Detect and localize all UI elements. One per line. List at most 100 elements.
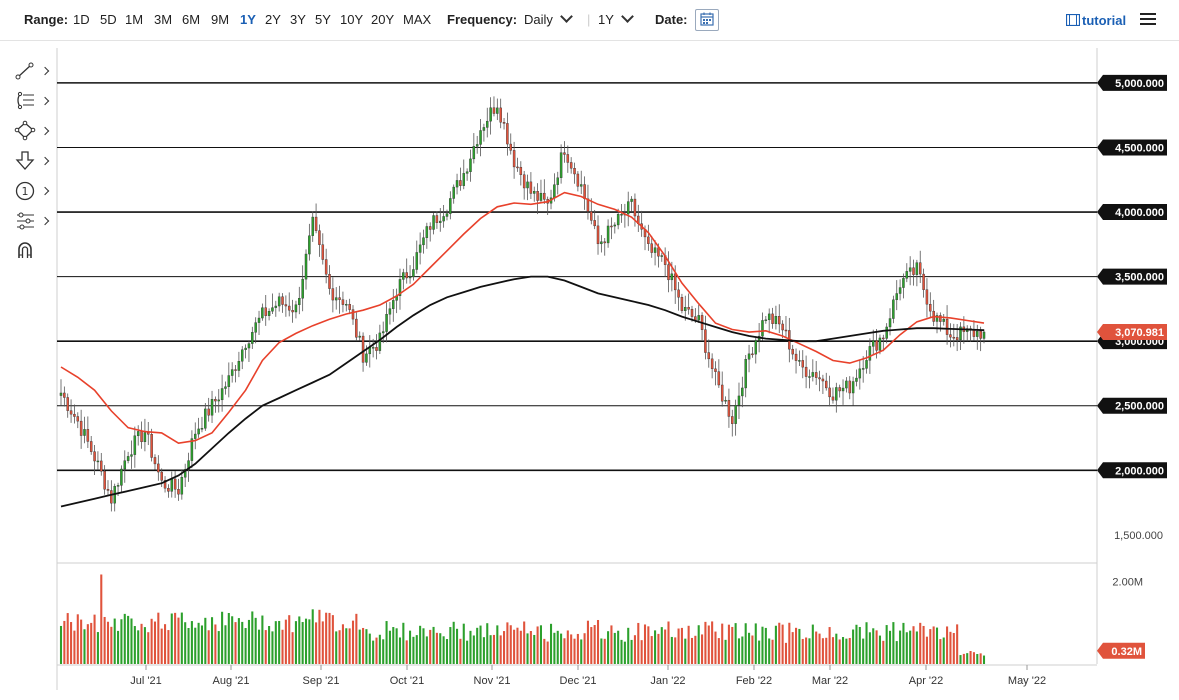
candle-body bbox=[207, 408, 210, 416]
range-3m[interactable]: 3M bbox=[154, 12, 173, 27]
volume-bar bbox=[466, 640, 469, 664]
volume-bar bbox=[576, 633, 579, 664]
candle-body bbox=[254, 322, 257, 333]
volume-bar bbox=[801, 638, 804, 664]
range-5d[interactable]: 5D bbox=[100, 12, 117, 27]
pattern-tool[interactable] bbox=[10, 120, 54, 144]
volume-bar bbox=[714, 631, 717, 664]
volume-bar bbox=[818, 633, 821, 664]
range-2y[interactable]: 2Y bbox=[265, 12, 281, 27]
candle-body bbox=[516, 166, 519, 169]
candle-body bbox=[707, 352, 711, 360]
date-picker-button[interactable] bbox=[695, 9, 719, 31]
volume-bar bbox=[640, 640, 643, 664]
fib-tool[interactable] bbox=[10, 90, 54, 114]
volume-bar bbox=[351, 620, 355, 664]
candle-body bbox=[878, 337, 882, 351]
candle-body bbox=[294, 304, 298, 313]
candle-body bbox=[935, 315, 939, 322]
candle-body bbox=[761, 320, 764, 337]
range-max[interactable]: MAX bbox=[403, 12, 432, 27]
candle-body bbox=[512, 150, 516, 168]
tutorial-link[interactable]: tutorial bbox=[1065, 13, 1126, 28]
volume-bar bbox=[200, 625, 204, 664]
candle-body bbox=[764, 319, 768, 322]
indicator-tool[interactable] bbox=[10, 210, 54, 234]
volume-bar bbox=[852, 629, 855, 664]
last-price-tag bbox=[1097, 323, 1167, 340]
volume-bar bbox=[204, 617, 207, 664]
range-5y[interactable]: 5Y bbox=[315, 12, 331, 27]
menu-icon[interactable] bbox=[1140, 13, 1156, 27]
candle-body bbox=[489, 107, 492, 122]
volume-bar bbox=[744, 623, 747, 664]
volume-bar bbox=[925, 636, 928, 664]
volume-bar bbox=[909, 630, 912, 664]
volume-bar bbox=[392, 627, 395, 664]
candle-body bbox=[556, 177, 559, 185]
candle-body bbox=[123, 460, 127, 470]
candle-body bbox=[157, 463, 160, 473]
candle-body bbox=[670, 273, 674, 281]
price-chart[interactable]: 1,500.0002,000.0002,500.0003,000.0003,50… bbox=[0, 40, 1179, 700]
range-9m[interactable]: 9M bbox=[211, 12, 230, 27]
candle-body bbox=[747, 353, 751, 360]
volume-bar bbox=[741, 636, 744, 664]
volume-bar bbox=[130, 618, 133, 664]
volume-bar bbox=[284, 619, 287, 664]
annotation-tool[interactable]: 1 bbox=[10, 180, 54, 204]
candle-body bbox=[465, 171, 469, 174]
volume-bar bbox=[298, 616, 301, 664]
candle-body bbox=[791, 348, 794, 355]
volume-bar bbox=[268, 626, 271, 664]
range-3y[interactable]: 3Y bbox=[290, 12, 306, 27]
volume-bar bbox=[526, 633, 529, 664]
volume-bar bbox=[127, 615, 130, 664]
arrow-tool[interactable] bbox=[10, 150, 54, 174]
candle-body bbox=[73, 413, 76, 417]
price-tick-label: 5,000.000 bbox=[1115, 78, 1164, 90]
volume-bar bbox=[734, 623, 737, 664]
candle-body bbox=[194, 433, 197, 439]
time-tick-label: Mar '22 bbox=[812, 675, 848, 687]
volume-bar bbox=[771, 639, 774, 664]
volume-bar bbox=[845, 638, 848, 664]
candle-body bbox=[767, 313, 771, 321]
candle-body bbox=[831, 396, 835, 401]
volume-bar bbox=[110, 626, 113, 664]
range-20y[interactable]: 20Y bbox=[371, 12, 395, 27]
range-1m[interactable]: 1M bbox=[125, 12, 144, 27]
magnet-tool[interactable] bbox=[10, 240, 54, 264]
candle-body bbox=[841, 387, 845, 392]
price-level-tag bbox=[1097, 74, 1167, 91]
candle-body bbox=[378, 332, 382, 351]
volume-bar bbox=[439, 633, 442, 664]
candle-body bbox=[875, 340, 878, 351]
range-1d[interactable]: 1D bbox=[73, 12, 90, 27]
range-1y[interactable]: 1Y bbox=[240, 12, 256, 27]
volume-bar bbox=[617, 630, 620, 664]
candle-body bbox=[569, 162, 573, 169]
volume-bar bbox=[76, 614, 79, 664]
range-10y[interactable]: 10Y bbox=[340, 12, 364, 27]
range-6m[interactable]: 6M bbox=[182, 12, 201, 27]
volume-bar bbox=[865, 622, 868, 664]
chevron-down-icon bbox=[560, 10, 573, 23]
candle-body bbox=[116, 485, 120, 487]
trendline-tool[interactable] bbox=[10, 60, 54, 84]
candle-body bbox=[784, 329, 788, 332]
time-tick-label: Jul '21 bbox=[130, 675, 161, 687]
volume-bar bbox=[190, 621, 193, 664]
volume-bar bbox=[331, 615, 334, 664]
volume-bar bbox=[711, 621, 714, 664]
candle-body bbox=[630, 198, 633, 202]
volume-bar bbox=[764, 627, 767, 664]
volume-bar bbox=[251, 611, 254, 664]
volume-bar bbox=[674, 637, 677, 664]
candle-body bbox=[96, 460, 100, 463]
frequency-dropdown[interactable]: Daily bbox=[524, 10, 573, 28]
volume-bar bbox=[838, 639, 841, 664]
period-dropdown[interactable]: 1Y bbox=[598, 10, 634, 28]
volume-bar bbox=[435, 632, 438, 664]
frequency-label: Frequency: bbox=[447, 12, 518, 27]
